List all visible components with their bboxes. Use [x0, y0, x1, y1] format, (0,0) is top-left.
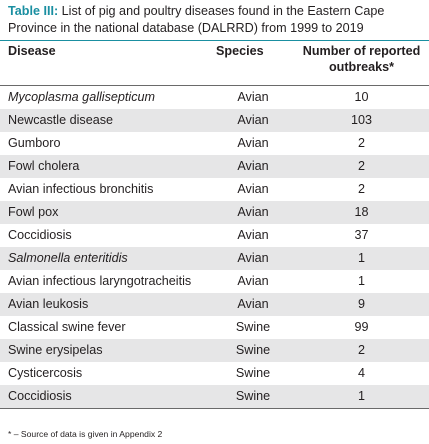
table-header-row: Disease Species Number of reported outbr… — [0, 41, 429, 86]
species-cell: Avian — [212, 155, 294, 178]
species-cell: Avian — [212, 293, 294, 316]
disease-cell: Cysticercosis — [8, 366, 83, 380]
disease-cell: Avian leukosis — [0, 293, 212, 316]
outbreaks-cell: 2 — [357, 136, 365, 150]
column-header-species: Species — [212, 41, 294, 86]
outbreaks-cell: 1 — [294, 385, 429, 409]
table-row: Fowl pox Avian 18 — [0, 201, 429, 224]
disease-cell: Gumboro — [8, 136, 61, 150]
species-cell: Avian — [237, 274, 269, 288]
species-cell: Swine — [212, 385, 294, 409]
disease-table: Disease Species Number of reported outbr… — [0, 41, 429, 409]
disease-cell: Mycoplasma gallisepticum — [8, 90, 155, 104]
table-row: Classical swine fever Swine 99 — [0, 316, 429, 339]
outbreaks-cell: 2 — [357, 182, 365, 196]
table-footnote: * – Source of data is given in Appendix … — [8, 429, 163, 439]
table-row: Cysticercosis Swine 4 — [0, 362, 429, 385]
table-row: Avian leukosis Avian 9 — [0, 293, 429, 316]
disease-cell: Avian infectious laryngotracheitis — [8, 274, 192, 288]
column-header-outbreaks: Number of reported outbreaks* — [294, 41, 429, 86]
outbreaks-cell: 2 — [294, 155, 429, 178]
species-cell: Swine — [235, 320, 271, 334]
species-cell: Avian — [237, 228, 269, 242]
table-top-rule — [0, 40, 429, 41]
species-cell: Avian — [212, 109, 294, 132]
species-cell: Swine — [212, 339, 294, 362]
table-row: Coccidiosis Avian 37 — [0, 224, 429, 247]
outbreaks-cell: 103 — [294, 109, 429, 132]
disease-cell: Avian infectious bronchitis — [8, 182, 154, 196]
species-cell: Avian — [212, 201, 294, 224]
outbreaks-cell: 1 — [357, 274, 365, 288]
disease-cell: Fowl pox — [0, 201, 212, 224]
disease-cell: Classical swine fever — [8, 320, 126, 334]
disease-cell: Swine erysipelas — [0, 339, 212, 362]
disease-cell: Coccidiosis — [0, 385, 212, 409]
outbreaks-cell: 37 — [354, 228, 369, 242]
outbreaks-cell: 2 — [294, 339, 429, 362]
species-cell: Avian — [237, 182, 269, 196]
outbreaks-cell: 99 — [354, 320, 369, 334]
table-label: Table III: — [8, 4, 59, 18]
table-row: Gumboro Avian 2 — [0, 132, 429, 155]
outbreaks-cell: 9 — [294, 293, 429, 316]
disease-cell: Salmonella enteritidis — [0, 247, 212, 270]
disease-cell: Fowl cholera — [0, 155, 212, 178]
column-header-disease: Disease — [0, 41, 212, 86]
outbreaks-cell: 4 — [357, 366, 365, 380]
table-caption: Table III: List of pig and poultry disea… — [8, 3, 423, 37]
outbreaks-cell: 18 — [294, 201, 429, 224]
table-row: Swine erysipelas Swine 2 — [0, 339, 429, 362]
table-row: Salmonella enteritidis Avian 1 — [0, 247, 429, 270]
outbreaks-cell: 1 — [294, 247, 429, 270]
table-caption-text: List of pig and poultry diseases found i… — [8, 4, 385, 35]
table-row: Fowl cholera Avian 2 — [0, 155, 429, 178]
table-row: Avian infectious bronchitis Avian 2 — [0, 178, 429, 201]
species-cell: Avian — [212, 247, 294, 270]
table-row: Coccidiosis Swine 1 — [0, 385, 429, 409]
table-row: Newcastle disease Avian 103 — [0, 109, 429, 132]
species-cell: Avian — [237, 90, 269, 104]
table-row: Mycoplasma gallisepticum Avian 10 — [0, 86, 429, 110]
outbreaks-cell: 10 — [354, 90, 369, 104]
disease-cell: Newcastle disease — [0, 109, 212, 132]
disease-cell: Coccidiosis — [8, 228, 72, 242]
species-cell: Swine — [235, 366, 271, 380]
table-body: Mycoplasma gallisepticum Avian 10 Newcastle… — [0, 86, 429, 409]
species-cell: Avian — [237, 136, 269, 150]
table-row: Avian infectious laryngotracheitis Avian 1 — [0, 270, 429, 293]
